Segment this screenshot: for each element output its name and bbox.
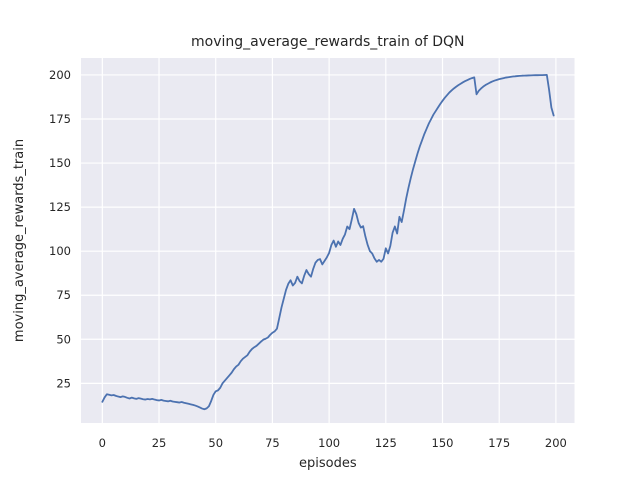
x-tick-label: 175 (488, 436, 510, 450)
y-tick-label: 150 (49, 156, 71, 170)
y-tick-label: 25 (56, 376, 71, 390)
x-tick-label: 125 (375, 436, 397, 450)
y-tick-label: 175 (49, 112, 71, 126)
series-line (101, 74, 555, 411)
series-layer (101, 74, 555, 411)
x-tick-label: 75 (265, 436, 280, 450)
y-tick-labels: 25 50 75 100 125 150 175 200 (49, 68, 71, 390)
x-tick-label: 0 (99, 436, 106, 450)
x-tick-label: 50 (208, 436, 223, 450)
y-axis-label: moving_average_rewards_train (12, 139, 27, 342)
x-tick-label: 150 (432, 436, 454, 450)
x-tick-label: 100 (318, 436, 340, 450)
x-axis-label: episodes (299, 456, 357, 471)
x-tick-label: 25 (152, 436, 167, 450)
x-tick-label: 200 (545, 436, 567, 450)
plot-background (81, 58, 575, 423)
y-tick-label: 100 (49, 244, 71, 258)
y-tick-label: 125 (49, 200, 71, 214)
x-tick-labels: 0 25 50 75 100 125 150 175 200 (99, 436, 567, 450)
y-tick-label: 50 (56, 332, 71, 346)
chart-title: moving_average_rewards_train of DQN (191, 34, 465, 50)
y-tick-label: 200 (49, 68, 71, 82)
grid-layer (81, 58, 575, 423)
y-tick-label: 75 (56, 288, 71, 302)
